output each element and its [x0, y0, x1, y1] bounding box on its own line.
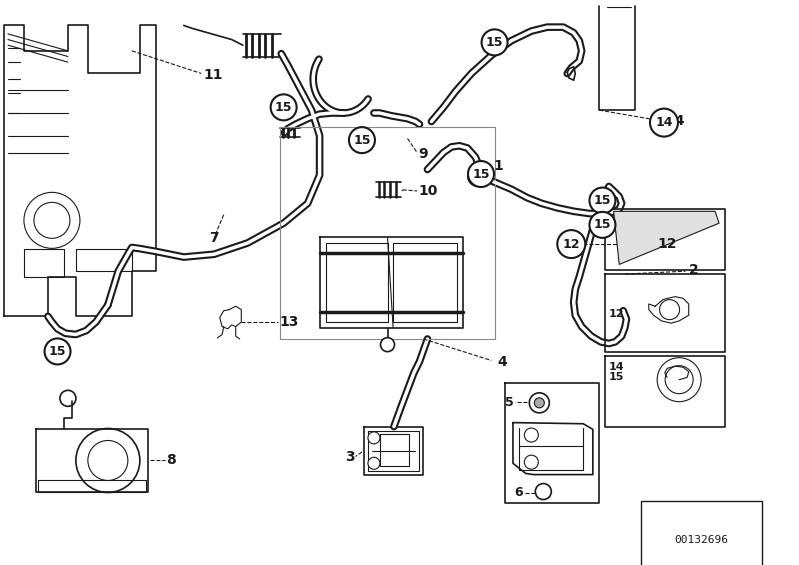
Circle shape — [482, 29, 507, 55]
Circle shape — [45, 338, 70, 364]
Circle shape — [535, 484, 551, 499]
Text: 12: 12 — [609, 309, 624, 319]
Text: 9: 9 — [419, 147, 428, 160]
Text: 14: 14 — [609, 362, 625, 372]
Text: 11: 11 — [203, 68, 222, 82]
Text: 8: 8 — [166, 454, 176, 467]
Text: 15: 15 — [275, 101, 292, 114]
Circle shape — [368, 432, 380, 444]
Circle shape — [349, 127, 375, 153]
Text: 15: 15 — [594, 218, 611, 232]
Circle shape — [590, 212, 615, 238]
Text: 7: 7 — [209, 232, 219, 245]
Text: 3: 3 — [345, 450, 355, 463]
Text: 4: 4 — [497, 355, 507, 368]
Text: 2: 2 — [689, 263, 698, 277]
Circle shape — [524, 455, 539, 469]
Text: 15: 15 — [486, 36, 503, 49]
Text: 5: 5 — [505, 396, 514, 409]
Text: 15: 15 — [353, 133, 371, 147]
Circle shape — [535, 398, 544, 408]
Text: 15: 15 — [609, 372, 624, 383]
Text: 15: 15 — [472, 167, 490, 181]
Circle shape — [368, 457, 380, 470]
Text: 15: 15 — [594, 194, 611, 207]
Text: 14: 14 — [655, 116, 673, 129]
Text: 12: 12 — [658, 237, 677, 251]
Text: 12: 12 — [562, 237, 580, 251]
Circle shape — [468, 161, 494, 187]
Circle shape — [467, 166, 488, 186]
Text: 10: 10 — [419, 184, 438, 198]
Text: 1: 1 — [493, 159, 503, 172]
Polygon shape — [614, 211, 719, 264]
Circle shape — [380, 338, 395, 351]
Text: 00132696: 00132696 — [674, 534, 729, 545]
Circle shape — [271, 94, 296, 120]
Circle shape — [650, 108, 678, 137]
Text: 14: 14 — [666, 115, 685, 128]
Circle shape — [524, 428, 539, 442]
Circle shape — [590, 188, 615, 214]
Text: 6: 6 — [514, 486, 523, 499]
Circle shape — [557, 230, 586, 258]
Circle shape — [529, 393, 550, 413]
Text: 15: 15 — [49, 345, 66, 358]
Text: 13: 13 — [280, 315, 299, 329]
